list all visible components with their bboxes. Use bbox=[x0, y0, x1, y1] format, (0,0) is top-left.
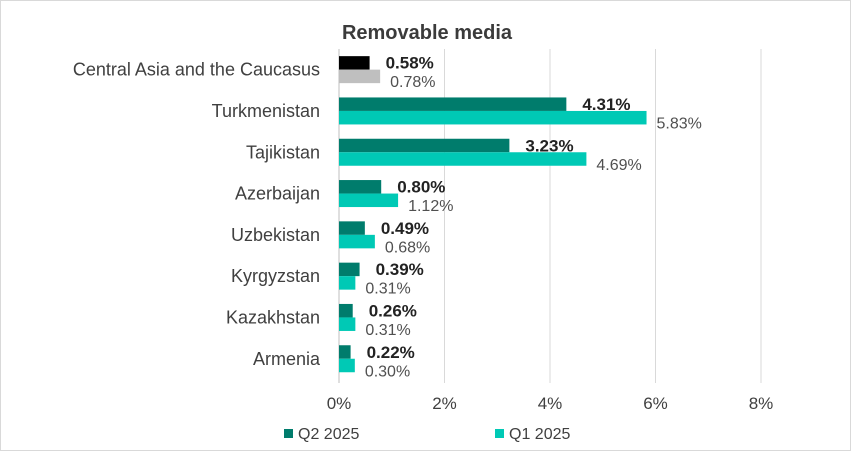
bars bbox=[339, 56, 647, 373]
category-label: Kazakhstan bbox=[226, 307, 320, 327]
legend: Q2 2025 Q1 2025 bbox=[284, 426, 570, 443]
data-label: 0.31% bbox=[365, 281, 410, 298]
bar bbox=[339, 221, 365, 235]
bar bbox=[339, 69, 381, 84]
category-label: Central Asia and the Caucasus bbox=[73, 60, 320, 80]
category-label: Turkmenistan bbox=[212, 101, 320, 121]
data-label: 0.31% bbox=[365, 322, 410, 339]
data-label: 3.23% bbox=[525, 136, 573, 155]
data-label: 0.26% bbox=[369, 301, 417, 320]
x-tick-label: 2% bbox=[432, 394, 457, 413]
category-label: Armenia bbox=[253, 349, 321, 369]
legend-swatch bbox=[284, 429, 293, 438]
data-label: 4.31% bbox=[582, 95, 630, 114]
data-label: 0.22% bbox=[367, 343, 415, 362]
data-label: 5.83% bbox=[657, 115, 702, 132]
bar bbox=[339, 262, 360, 277]
category-label: Uzbekistan bbox=[231, 225, 320, 245]
bar bbox=[339, 303, 353, 318]
chart-title: Removable media bbox=[342, 22, 513, 44]
bar bbox=[339, 97, 567, 111]
category-labels: Central Asia and the Caucasus Turkmenista… bbox=[73, 60, 321, 369]
bar bbox=[339, 56, 370, 70]
bar bbox=[339, 180, 382, 194]
x-axis-ticks: 0% 2% 4% 6% 8% bbox=[327, 394, 774, 413]
x-tick-label: 0% bbox=[327, 394, 352, 413]
data-label: 0.80% bbox=[397, 178, 445, 197]
x-tick-label: 8% bbox=[749, 394, 774, 413]
data-label: 4.69% bbox=[596, 157, 641, 174]
bar bbox=[339, 358, 355, 373]
data-label: 1.12% bbox=[408, 198, 453, 215]
legend-label: Q2 2025 bbox=[298, 426, 359, 443]
bar bbox=[339, 138, 510, 153]
data-labels: 0.58%0.78% 4.31% 5.83% 3.23% 4.69% 0.80%1.12%… bbox=[365, 54, 702, 381]
data-label: 0.30% bbox=[365, 363, 410, 380]
data-label: 0.58% bbox=[386, 54, 434, 73]
bar bbox=[339, 152, 587, 166]
bar bbox=[339, 345, 351, 359]
data-label: 0.49% bbox=[381, 219, 429, 238]
legend-label: Q1 2025 bbox=[509, 426, 570, 443]
bar bbox=[339, 193, 399, 208]
category-label: Azerbaijan bbox=[235, 184, 320, 204]
data-label: 0.39% bbox=[376, 260, 424, 279]
x-tick-label: 6% bbox=[643, 394, 668, 413]
bar bbox=[339, 317, 356, 331]
legend-swatch bbox=[495, 429, 504, 438]
bar bbox=[339, 234, 375, 249]
category-label: Kyrgyzstan bbox=[231, 266, 320, 286]
data-label: 0.78% bbox=[390, 74, 435, 91]
bar bbox=[339, 276, 356, 290]
bar bbox=[339, 110, 647, 125]
category-label: Tajikistan bbox=[246, 142, 320, 162]
data-label: 0.68% bbox=[385, 239, 430, 256]
x-tick-label: 4% bbox=[538, 394, 563, 413]
